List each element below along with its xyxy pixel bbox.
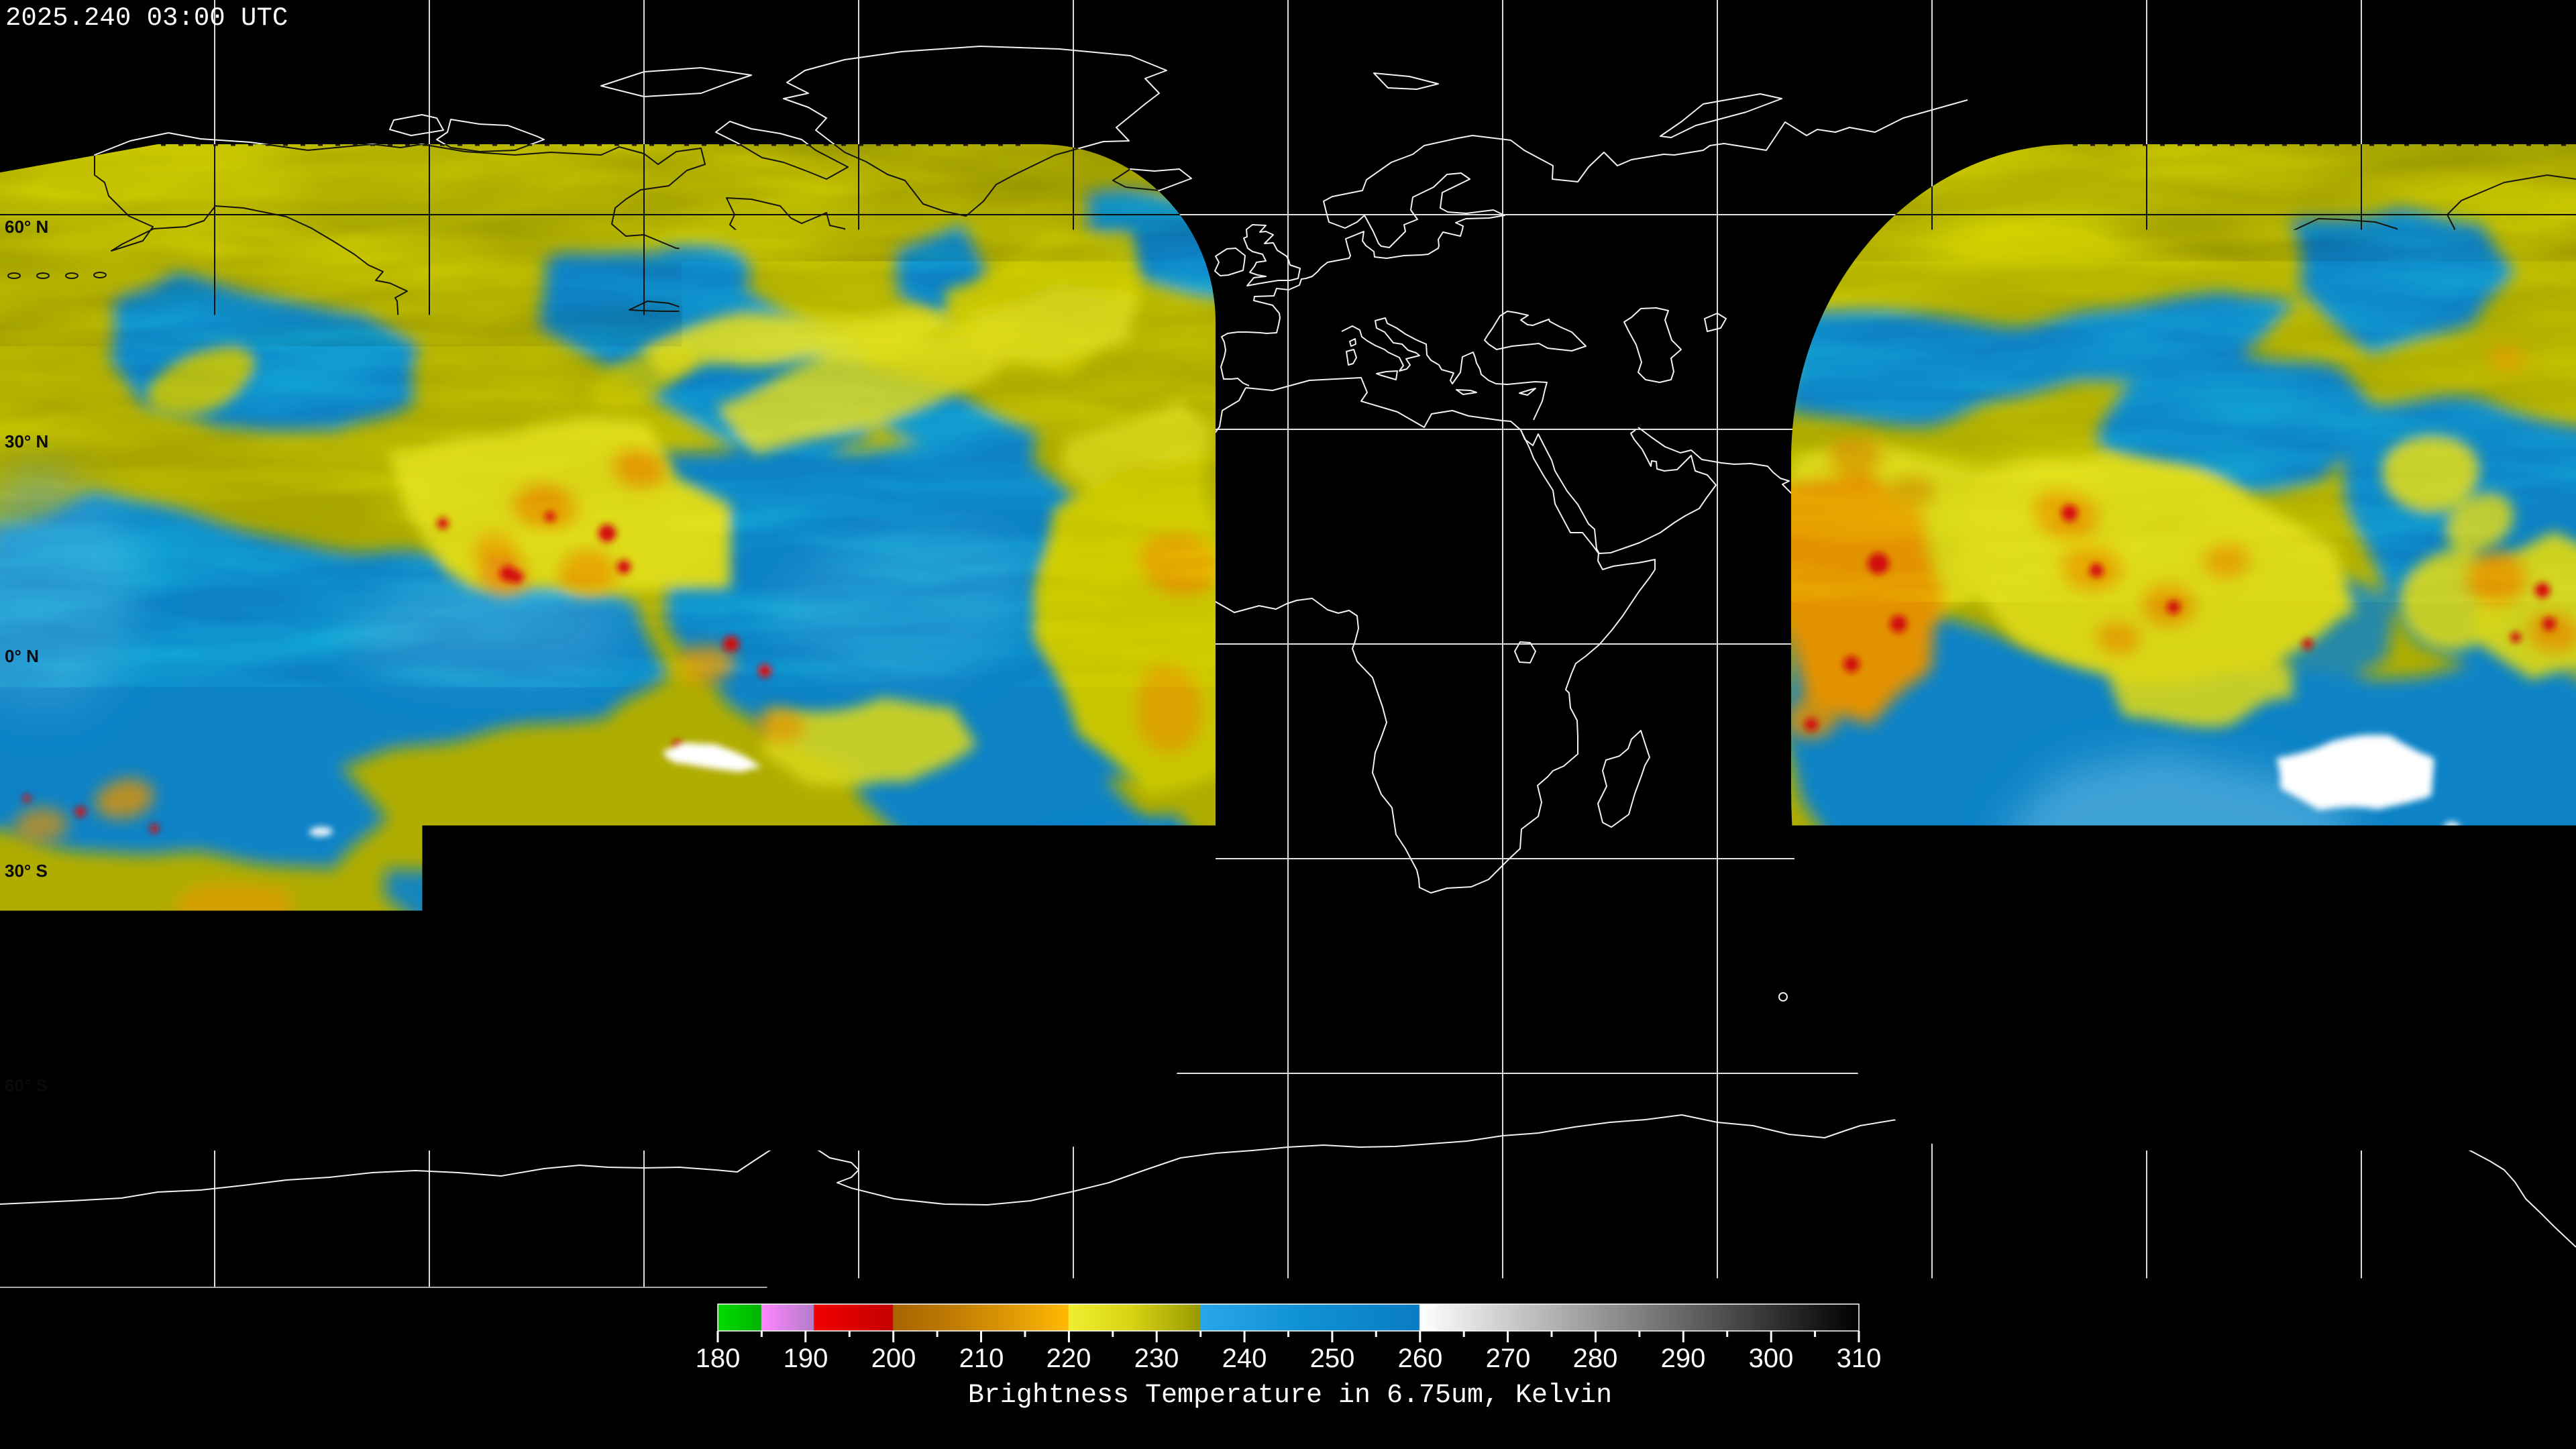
svg-text:190: 190 (784, 1344, 828, 1373)
svg-text:280: 280 (1573, 1344, 1618, 1373)
svg-text:180: 180 (696, 1344, 741, 1373)
svg-text:270: 270 (1486, 1344, 1531, 1373)
svg-text:240: 240 (1222, 1344, 1267, 1373)
svg-text:Brightness Temperature in 6.75: Brightness Temperature in 6.75um, Kelvin (968, 1381, 1612, 1411)
svg-text:260: 260 (1398, 1344, 1443, 1373)
svg-text:2025.240 03:00 UTC: 2025.240 03:00 UTC (5, 3, 288, 33)
svg-text:30° S: 30° S (5, 861, 48, 881)
svg-text:60° S: 60° S (5, 1075, 48, 1095)
svg-text:300: 300 (1749, 1344, 1794, 1373)
svg-text:30° N: 30° N (5, 431, 48, 451)
svg-text:0° N: 0° N (5, 646, 39, 666)
svg-text:230: 230 (1134, 1344, 1179, 1373)
svg-text:60° N: 60° N (5, 217, 48, 237)
svg-text:210: 210 (959, 1344, 1004, 1373)
svg-text:310: 310 (1837, 1344, 1882, 1373)
svg-text:250: 250 (1310, 1344, 1355, 1373)
svg-text:290: 290 (1661, 1344, 1706, 1373)
svg-text:220: 220 (1046, 1344, 1091, 1373)
svg-text:200: 200 (871, 1344, 916, 1373)
